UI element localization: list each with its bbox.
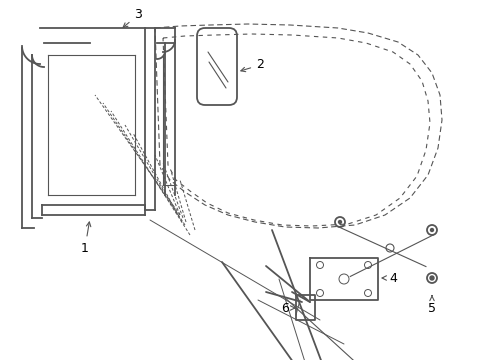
Circle shape <box>429 276 433 280</box>
Circle shape <box>429 229 433 231</box>
Text: 1: 1 <box>81 222 91 255</box>
Circle shape <box>338 220 341 224</box>
Text: 4: 4 <box>381 271 396 284</box>
Text: 5: 5 <box>427 296 435 315</box>
Text: 6: 6 <box>281 302 294 315</box>
Text: 2: 2 <box>241 58 264 72</box>
Text: 3: 3 <box>123 9 142 27</box>
